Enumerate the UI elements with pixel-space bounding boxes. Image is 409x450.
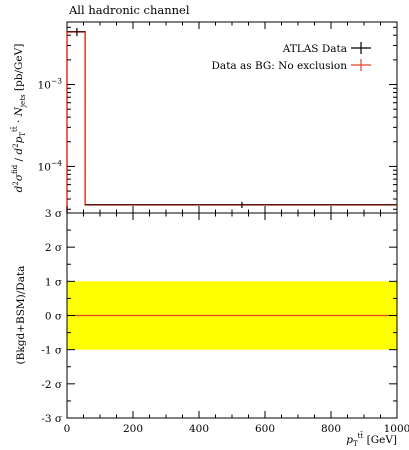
main-y-axis-label: d2σfid / d2pTtt̄ · Njets [pb/GeV] bbox=[9, 44, 27, 193]
ratio-x-tick-label: 800 bbox=[321, 423, 341, 435]
legend-label-0: ATLAS Data bbox=[282, 43, 347, 55]
main-plot-frame bbox=[66, 21, 398, 214]
ratio-y-tick-label: -3 σ bbox=[41, 413, 62, 425]
data-point-0 bbox=[67, 27, 86, 37]
ratio-x-tick-label: 0 bbox=[64, 423, 71, 435]
main-x-ticks bbox=[66, 22, 398, 213]
main-y-tick-label: 10−3 bbox=[38, 77, 63, 92]
main-y-tick-label: 10−4 bbox=[38, 158, 63, 173]
chart-title: All hadronic channel bbox=[68, 3, 190, 17]
main-y-axis: 10−3 10−4 bbox=[38, 26, 397, 210]
main-panel: 10−3 10−4 ATLAS Data Data as BG: No exclus… bbox=[9, 21, 398, 214]
ratio-x-tick-label: 400 bbox=[189, 423, 209, 435]
main-plot-content bbox=[66, 27, 397, 213]
ratio-x-tick-label: 600 bbox=[255, 423, 275, 435]
data-point-1 bbox=[85, 201, 397, 209]
ratio-x-tick-label: 1000 bbox=[384, 423, 409, 435]
ratio-y-tick-label: 2 σ bbox=[45, 242, 62, 254]
legend-marker-1 bbox=[351, 59, 371, 71]
legend-label-1: Data as BG: No exclusion bbox=[212, 60, 348, 72]
ratio-x-tick-label: 200 bbox=[123, 423, 143, 435]
ratio-y-tick-label: 0 σ bbox=[45, 311, 62, 323]
ratio-y-tick-label: -1 σ bbox=[41, 345, 62, 357]
ratio-panel: 3 σ 2 σ 1 σ 0 σ -1 σ -2 σ -3 σ 0 200 400 600 800 10… bbox=[15, 208, 409, 448]
ratio-y-tick-label: -2 σ bbox=[41, 379, 62, 391]
ratio-x-axis: 0 200 400 600 800 1000 bbox=[64, 213, 409, 435]
ratio-y-axis: 3 σ 2 σ 1 σ 0 σ -1 σ -2 σ -3 σ bbox=[41, 208, 397, 425]
legend: ATLAS Data Data as BG: No exclusion bbox=[212, 42, 371, 72]
ratio-y-tick-label: 1 σ bbox=[45, 276, 62, 288]
main-y-axis-label-text: d2σfid / d2pTtt̄ · Njets [pb/GeV] bbox=[9, 44, 27, 193]
bg-histogram-line bbox=[66, 31, 397, 213]
ratio-plot-content bbox=[67, 281, 397, 350]
ratio-y-axis-label: (Bkgd+BSM)/Data bbox=[15, 266, 27, 365]
ratio-y-tick-label: 3 σ bbox=[45, 208, 62, 220]
legend-marker-0 bbox=[351, 42, 371, 54]
x-axis-label: pTtt̄ [GeV] bbox=[346, 430, 397, 448]
